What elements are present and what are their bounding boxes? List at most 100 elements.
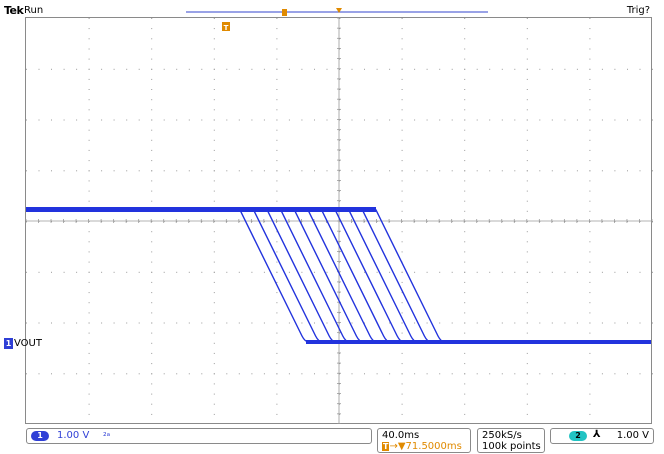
channel1-badge: 1: [31, 431, 49, 441]
grid-dot: [51, 119, 52, 121]
grid-dot: [213, 18, 215, 19]
grid-dot: [464, 68, 466, 70]
grid-dot: [589, 190, 591, 192]
grid-dot: [464, 322, 466, 324]
grid-dot: [213, 241, 215, 243]
grid-dot: [276, 363, 278, 365]
grid-dot: [526, 413, 528, 415]
grid-dot: [401, 271, 403, 273]
grid-dot: [238, 170, 240, 172]
grid-dot: [489, 68, 491, 70]
grid-dot: [652, 170, 653, 172]
grid-dot: [213, 271, 215, 273]
grid-dot: [589, 383, 591, 385]
grid-dot: [151, 241, 153, 243]
trigger-readout[interactable]: 2 ⅄ 1.00 V: [550, 428, 654, 444]
grid-dot: [113, 170, 115, 172]
grid-dot: [464, 403, 466, 405]
grid-dot: [526, 393, 528, 395]
grid-dot: [213, 200, 215, 202]
grid-dot: [576, 271, 578, 273]
grid-dot: [401, 38, 403, 40]
grid-dot: [426, 119, 428, 121]
grid-dot: [339, 170, 340, 172]
grid-dot: [464, 48, 466, 50]
grid-dot: [526, 241, 528, 243]
grid-dot: [414, 322, 416, 324]
grid-dot: [551, 271, 553, 273]
grid-dot: [526, 363, 528, 365]
grid-dot: [514, 170, 516, 172]
grid-dot: [88, 373, 90, 375]
grid-dot: [276, 68, 278, 70]
grid-dot: [339, 200, 340, 202]
grid-dot: [101, 68, 103, 70]
grid-dot: [326, 68, 328, 70]
grid-dot: [151, 231, 153, 233]
grid-dot: [88, 312, 90, 314]
grid-dot: [163, 221, 165, 222]
grid-dot: [151, 302, 153, 304]
grid-dot: [576, 322, 578, 324]
grid-dot: [627, 68, 628, 70]
grid-dot: [326, 322, 328, 324]
grid-dot: [276, 190, 278, 192]
grid-dot: [163, 322, 165, 324]
grid-dot: [339, 383, 340, 385]
grid-dot: [213, 231, 215, 233]
grid-dot: [539, 322, 541, 324]
grid-dot: [389, 170, 391, 172]
grid-dot: [163, 373, 165, 375]
grid-dot: [414, 373, 416, 375]
timebase-readout[interactable]: 40.0ms T→▼71.5000ms: [377, 428, 471, 453]
grid-dot: [276, 58, 278, 60]
channel1-ground-marker[interactable]: 1 VOUT: [4, 338, 42, 349]
grid-dot: [63, 170, 65, 172]
grid-dot: [213, 322, 215, 324]
grid-dot: [276, 221, 278, 222]
grid-dot: [464, 78, 466, 80]
grid-dot: [464, 200, 466, 202]
grid-dot: [226, 68, 228, 70]
grid-dot: [138, 68, 140, 70]
grid-dot: [26, 221, 27, 222]
acquisition-readout[interactable]: 250kS/s 100k points: [477, 428, 545, 453]
grid-dot: [564, 221, 566, 222]
grid-dot: [213, 48, 215, 50]
grid-dot: [151, 190, 153, 192]
grid-dot: [314, 271, 315, 273]
grid-dot: [464, 231, 466, 233]
grid-dot: [589, 48, 591, 50]
grid-dot: [151, 109, 153, 111]
grid-dot: [351, 68, 353, 70]
grid-dot: [627, 322, 628, 324]
grid-dot: [188, 68, 190, 70]
grid-dot: [464, 190, 466, 192]
grid-dot: [151, 271, 153, 273]
grid-dot: [263, 68, 265, 70]
grid-dot: [514, 373, 516, 375]
grid-dot: [88, 149, 90, 151]
trigger-level: 1.00 V: [616, 430, 649, 441]
grid-dot: [589, 210, 591, 212]
grid-dot: [151, 68, 153, 70]
grid-dot: [476, 373, 478, 375]
grid-dot: [526, 281, 528, 283]
grid-dot: [601, 119, 603, 121]
grid-dot: [188, 373, 190, 375]
grid-dot: [88, 160, 90, 162]
grid-dot: [176, 271, 178, 273]
waveform-display[interactable]: T: [0, 0, 664, 424]
grid-dot: [101, 221, 103, 222]
grid-dot: [151, 78, 153, 80]
grid-dot: [51, 322, 52, 324]
channel1-readout[interactable]: 1 1.00 V ₂ₐ: [26, 428, 372, 444]
grid-dot: [401, 99, 403, 101]
grid-dot: [101, 119, 103, 121]
record-position-marker: [282, 9, 287, 16]
grid-dot: [188, 221, 190, 222]
graticule-grid: [25, 17, 653, 424]
grid-dot: [339, 231, 340, 233]
grid-dot: [589, 251, 591, 253]
grid-dot: [401, 180, 403, 182]
